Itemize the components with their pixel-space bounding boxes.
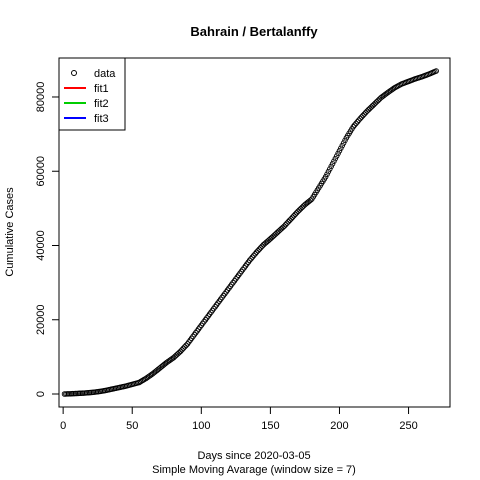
y-axis-label: Cumulative Cases xyxy=(4,187,16,277)
data-point xyxy=(338,145,344,151)
data-point xyxy=(292,211,299,218)
data-points xyxy=(61,68,439,397)
data-point xyxy=(358,114,365,120)
data-point xyxy=(176,349,182,356)
x-axis-sublabel: Simple Moving Avarage (window size = 7) xyxy=(152,464,356,476)
data-point xyxy=(177,348,184,355)
data-point xyxy=(288,216,294,222)
chart-title: Bahrain / Bertalanffy xyxy=(190,24,318,39)
legend-label: fit3 xyxy=(94,113,109,125)
data-point xyxy=(284,220,290,226)
data-point xyxy=(327,166,333,172)
data-point xyxy=(280,224,286,231)
legend-label: data xyxy=(94,68,116,80)
legend-label: fit2 xyxy=(94,98,109,110)
x-tick-label: 200 xyxy=(330,420,348,432)
data-point xyxy=(351,122,358,128)
data-point xyxy=(246,257,253,264)
x-axis-label: Days since 2020-03-05 xyxy=(197,450,310,462)
data-point xyxy=(342,137,348,144)
data-point xyxy=(356,117,362,123)
y-tick-label: 60000 xyxy=(35,156,47,187)
data-point xyxy=(433,68,439,74)
data-point xyxy=(293,210,300,216)
legend: data fit1 fit2 fit3 xyxy=(58,57,126,131)
x-tick-label: 250 xyxy=(399,420,417,432)
y-axis: 0 20000 40000 60000 80000 xyxy=(35,82,59,397)
y-tick-label: 20000 xyxy=(35,304,47,335)
data-point xyxy=(325,168,332,175)
y-tick-label: 0 xyxy=(35,391,47,397)
data-point xyxy=(339,142,345,149)
data-point xyxy=(289,214,296,221)
data-point xyxy=(253,249,260,255)
data-point xyxy=(329,161,336,167)
data-point xyxy=(282,221,289,228)
data-point xyxy=(324,171,330,177)
data-point xyxy=(180,345,187,352)
data-point xyxy=(360,112,366,119)
data-point xyxy=(249,254,256,260)
data-point xyxy=(179,347,185,353)
data-point xyxy=(307,197,314,203)
data-point xyxy=(350,123,357,130)
data-point xyxy=(285,218,292,225)
data-point xyxy=(332,155,339,162)
data-point xyxy=(255,247,261,254)
x-tick-label: 150 xyxy=(261,420,279,432)
data-point xyxy=(248,255,254,262)
data-point xyxy=(257,244,264,251)
data-point xyxy=(291,213,297,219)
y-tick-label: 40000 xyxy=(35,230,47,261)
x-tick-label: 100 xyxy=(192,420,210,432)
y-tick-label: 80000 xyxy=(35,82,47,113)
data-point xyxy=(328,163,334,170)
data-point xyxy=(340,140,347,146)
data-point xyxy=(251,252,257,259)
data-point xyxy=(183,342,189,349)
data-point xyxy=(390,85,397,92)
data-point xyxy=(256,246,263,252)
data-point xyxy=(322,174,329,180)
data-point xyxy=(362,109,369,116)
data-point xyxy=(357,115,363,122)
data-point xyxy=(281,223,287,229)
data-point xyxy=(336,148,343,154)
data-point xyxy=(252,251,258,257)
legend-marker xyxy=(71,70,77,76)
data-point xyxy=(333,153,340,159)
data-point xyxy=(331,158,337,164)
data-point xyxy=(286,217,293,223)
data-point xyxy=(181,344,188,350)
x-tick-label: 0 xyxy=(60,420,66,432)
legend-label: fit1 xyxy=(94,83,109,95)
x-axis: 0 50 100 150 200 250 xyxy=(60,406,418,432)
data-point xyxy=(353,120,359,127)
data-point xyxy=(335,150,341,157)
x-tick-label: 50 xyxy=(126,420,138,432)
data-point xyxy=(354,119,361,125)
data-point xyxy=(361,111,368,117)
